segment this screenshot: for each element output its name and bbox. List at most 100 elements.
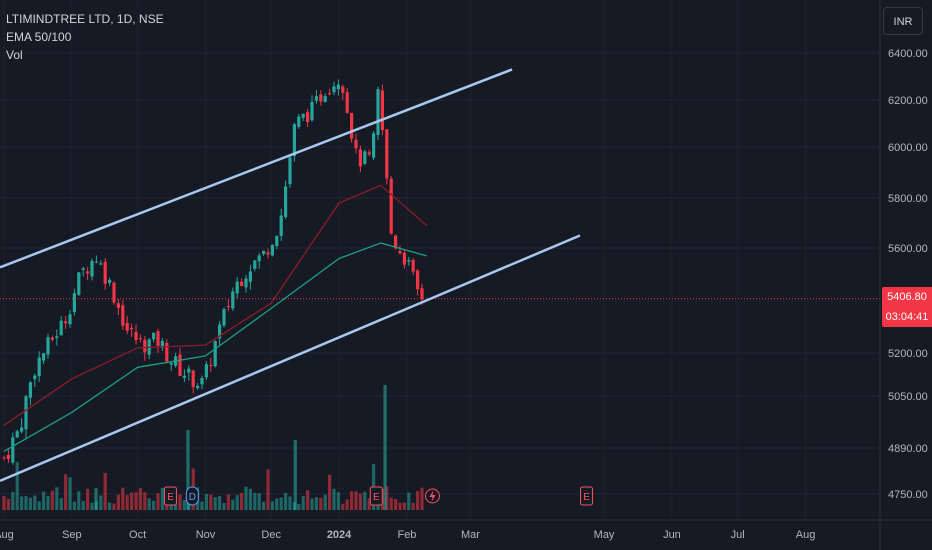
volume-bar xyxy=(116,494,120,510)
candle-body xyxy=(398,250,402,254)
channel-lower-line[interactable] xyxy=(0,234,581,483)
volume-bar xyxy=(121,487,125,510)
candle-body xyxy=(288,157,292,185)
symbol-title[interactable]: LTIMINDTREE LTD, 1D, NSE xyxy=(6,12,164,26)
candle-body xyxy=(385,129,389,179)
volume-bar xyxy=(99,495,103,510)
candle-body xyxy=(297,116,301,127)
volume-bar xyxy=(275,498,279,510)
candle-body xyxy=(244,278,248,288)
earnings-marker[interactable] xyxy=(163,486,177,506)
candle-body xyxy=(231,291,235,309)
volume-bar xyxy=(77,491,81,510)
volume-bar xyxy=(306,490,310,510)
candle-body xyxy=(6,454,10,460)
ema100-line xyxy=(3,184,428,426)
volume-bar xyxy=(345,499,349,510)
volume-bar xyxy=(64,474,68,510)
chart-grid xyxy=(0,52,880,495)
candle-body xyxy=(112,282,116,303)
candle-body xyxy=(345,92,349,113)
volume-bar xyxy=(385,486,389,510)
volume-bar xyxy=(336,492,340,510)
volume-bar xyxy=(94,488,98,510)
candle-body xyxy=(116,303,120,308)
candle-body xyxy=(108,279,112,283)
volume-bar xyxy=(125,495,129,510)
volume-bar xyxy=(37,501,41,510)
candle-body xyxy=(37,357,41,377)
candle-body xyxy=(257,255,261,262)
lightning-icon xyxy=(429,490,436,502)
price-axis[interactable]: 6400.00 6200.00 6000.00 5800.00 5600.00 5200.… xyxy=(879,0,928,550)
volume-bar xyxy=(86,488,90,510)
candle-body xyxy=(196,385,200,389)
candle-body xyxy=(328,93,332,95)
candle-body xyxy=(2,457,6,459)
candle-body xyxy=(319,94,323,102)
candle-body xyxy=(394,235,398,249)
candle-body xyxy=(376,89,380,136)
price-tick-label: 5600.00 xyxy=(888,243,928,255)
volume-bar xyxy=(288,496,292,510)
volume-bar xyxy=(222,503,226,510)
time-tick-label: Mar xyxy=(461,529,480,541)
candle-body xyxy=(306,112,310,122)
price-tick-label: 6000.00 xyxy=(888,142,928,154)
time-axis[interactable]: Aug Sep Oct Nov Dec 2024 Feb Mar May Jun Jul Aug xyxy=(0,519,932,541)
candle-body xyxy=(222,309,226,326)
candle-body xyxy=(420,288,424,300)
volume-bar xyxy=(6,498,10,510)
candle-body xyxy=(138,338,142,340)
volume-bar xyxy=(332,488,336,510)
candle-body xyxy=(24,396,28,430)
volume-bar xyxy=(147,498,151,510)
volume-bar xyxy=(46,496,50,510)
ema-legend[interactable]: EMA 50/100 xyxy=(6,30,72,44)
volume-bar xyxy=(293,440,297,510)
time-tick-label: Nov xyxy=(196,529,216,541)
earnings-marker[interactable] xyxy=(369,486,383,506)
candle-body xyxy=(226,306,230,308)
earnings-marker[interactable] xyxy=(580,486,594,506)
trend-channel[interactable] xyxy=(0,68,581,483)
candle-body xyxy=(169,362,173,365)
candle-body xyxy=(156,331,160,346)
candle-body xyxy=(191,370,195,388)
candle-body xyxy=(218,324,222,339)
volume-bar xyxy=(200,501,204,510)
currency-button[interactable]: INR xyxy=(883,7,923,35)
volume-bar xyxy=(262,501,266,510)
volume-bar xyxy=(383,385,387,510)
candle-body xyxy=(86,271,90,274)
candle-body xyxy=(182,375,186,378)
volume-bar xyxy=(28,497,32,510)
volume-bar xyxy=(11,491,15,510)
last-price-tag: 5406.80 03:04:41 xyxy=(882,287,932,327)
candle-body xyxy=(165,343,169,362)
volume-legend[interactable]: Vol xyxy=(6,48,23,62)
candle-body xyxy=(301,113,305,118)
ema-lines xyxy=(0,184,880,452)
volume-bar xyxy=(213,497,217,510)
price-tick-label: 5050.00 xyxy=(888,391,928,403)
volume-bar xyxy=(389,497,393,510)
marker-label: E xyxy=(373,492,380,503)
candle-body xyxy=(134,331,138,341)
volume-bar xyxy=(323,494,327,510)
candle-body xyxy=(416,270,420,290)
candle-body xyxy=(81,268,85,270)
channel-upper-line[interactable] xyxy=(0,68,513,269)
candlesticks xyxy=(2,79,424,465)
dividend-marker[interactable] xyxy=(185,486,199,506)
candle-body xyxy=(46,337,50,355)
candle-body xyxy=(143,339,147,353)
volume-bar xyxy=(319,497,323,510)
volume-bar xyxy=(204,493,208,510)
volume-bar xyxy=(240,492,244,510)
marker-label: E xyxy=(583,492,590,503)
time-tick-label: Jun xyxy=(663,529,681,541)
